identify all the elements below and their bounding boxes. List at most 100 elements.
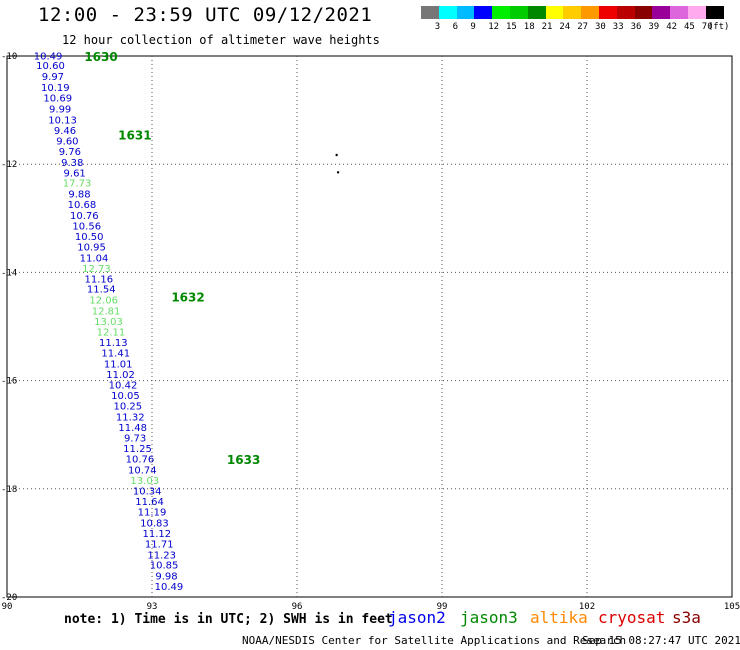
swh-observation-label: 9.97 bbox=[42, 72, 64, 83]
colorbar-label: 70 bbox=[701, 22, 713, 32]
colorbar-label: 45 bbox=[684, 22, 695, 32]
pass-id-label: 1632 bbox=[171, 291, 204, 305]
pass-id-label: 1630 bbox=[84, 50, 117, 64]
satellite-legend-s3a: s3a bbox=[672, 608, 701, 627]
swh-observation-label: 12.11 bbox=[97, 327, 126, 338]
island-mark bbox=[335, 153, 338, 157]
swh-observation-label: 10.49 bbox=[34, 51, 63, 62]
x-tick-label: 99 bbox=[437, 602, 448, 612]
swh-observation-label: 10.19 bbox=[41, 83, 70, 94]
swh-observation-label: 9.76 bbox=[59, 147, 81, 158]
swh-observation-label: 9.99 bbox=[49, 104, 71, 115]
x-tick-label: 90 bbox=[2, 602, 13, 612]
swh-observation-label: 11.23 bbox=[147, 550, 176, 561]
satellite-legend-jason3: jason3 bbox=[460, 608, 518, 627]
swh-observation-label: 11.48 bbox=[118, 423, 147, 434]
y-tick-label: -16 bbox=[1, 377, 17, 387]
colorbar-label: 27 bbox=[577, 22, 589, 32]
swh-observation-label: 12.06 bbox=[89, 295, 118, 306]
pass-id-label: 1633 bbox=[227, 453, 260, 467]
colorbar-swatch bbox=[510, 6, 528, 19]
swh-observation-label: 13.03 bbox=[130, 476, 159, 487]
swh-observation-label: 9.46 bbox=[54, 126, 76, 137]
swh-observation-label: 10.74 bbox=[128, 465, 157, 476]
colorbar-swatch bbox=[527, 6, 546, 19]
swh-observation-label: 11.01 bbox=[104, 359, 133, 370]
swh-observation-label: 9.61 bbox=[64, 168, 86, 179]
swh-observation-label: 11.71 bbox=[145, 539, 174, 550]
satellite-legend-cryosat: cryosat bbox=[598, 608, 666, 627]
swh-observation-label: 10.50 bbox=[75, 232, 104, 243]
colorbar-swatch bbox=[705, 6, 724, 19]
map-title: 12:00 - 23:59 UTC 09/12/2021 bbox=[38, 4, 373, 26]
colorbar-label: 21 bbox=[541, 22, 553, 32]
colorbar-swatch bbox=[670, 6, 688, 19]
swh-observation-label: 10.83 bbox=[140, 518, 169, 529]
swh-observation-label: 10.56 bbox=[72, 221, 101, 232]
y-tick-label: -14 bbox=[1, 268, 17, 278]
colorbar-swatch bbox=[421, 6, 439, 19]
colorbar-label: 36 bbox=[630, 22, 642, 32]
y-tick-label: -20 bbox=[1, 593, 17, 603]
swh-observation-label: 10.49 bbox=[155, 582, 184, 593]
colorbar-label: 30 bbox=[595, 22, 606, 32]
swh-observation-label: 10.69 bbox=[43, 94, 72, 105]
swh-observation-label: 9.60 bbox=[56, 136, 78, 147]
swh-observation-label: 10.60 bbox=[36, 61, 65, 72]
colorbar-label: 24 bbox=[559, 22, 571, 32]
colorbar-label: 18 bbox=[523, 22, 535, 32]
swh-observation-label: 10.25 bbox=[114, 401, 143, 412]
map-subtitle: 12 hour collection of altimeter wave hei… bbox=[62, 33, 380, 47]
colorbar-swatch bbox=[616, 6, 635, 19]
swh-observation-label: 11.13 bbox=[99, 338, 128, 349]
swh-observation-label: 11.19 bbox=[138, 508, 167, 519]
swh-observation-label: 10.76 bbox=[126, 455, 155, 466]
swh-observation-label: 9.98 bbox=[155, 571, 177, 582]
colorbar-label: 39 bbox=[648, 22, 660, 32]
colorbar-label: 33 bbox=[612, 22, 624, 32]
colorbar-label: 42 bbox=[666, 22, 678, 32]
colorbar-swatch bbox=[456, 6, 475, 19]
x-tick-label: 105 bbox=[724, 602, 740, 612]
colorbar-unit: (ft) bbox=[707, 22, 730, 32]
swh-observation-label: 10.13 bbox=[48, 115, 77, 126]
swh-observation-label: 11.25 bbox=[123, 444, 152, 455]
swh-observation-label: 12.73 bbox=[82, 264, 111, 275]
colorbar-swatch bbox=[492, 6, 510, 19]
island-mark bbox=[336, 171, 340, 174]
satellite-legend-altika: altika bbox=[530, 608, 588, 627]
colorbar-label: 6 bbox=[452, 22, 459, 32]
swh-observation-label: 9.88 bbox=[68, 189, 90, 200]
satellite-legend-jason2: jason2 bbox=[388, 608, 446, 627]
x-tick-label: 96 bbox=[292, 602, 303, 612]
colorbar-swatch bbox=[474, 6, 493, 19]
colorbar-swatch bbox=[652, 6, 671, 19]
swh-observation-label: 10.05 bbox=[111, 391, 140, 402]
swh-observation-label: 11.04 bbox=[80, 253, 109, 264]
colorbar-label: 15 bbox=[506, 22, 517, 32]
swh-observation-label: 9.73 bbox=[124, 433, 146, 444]
x-tick-label: 93 bbox=[147, 602, 158, 612]
y-tick-label: -12 bbox=[1, 160, 17, 170]
swh-observation-label: 10.95 bbox=[77, 242, 106, 253]
swh-observation-label: 11.64 bbox=[135, 497, 164, 508]
colorbar-swatch bbox=[438, 6, 457, 19]
colorbar-swatch bbox=[599, 6, 617, 19]
swh-observation-label: 13.03 bbox=[94, 317, 123, 328]
y-tick-label: -18 bbox=[1, 485, 17, 495]
credit-text: NOAA/NESDIS Center for Satellite Applica… bbox=[242, 634, 627, 647]
swh-observation-label: 12.81 bbox=[92, 306, 121, 317]
pass-id-label: 1631 bbox=[118, 128, 151, 142]
footer-note: note: 1) Time is in UTC; 2) SWH is in fe… bbox=[64, 612, 393, 627]
generated-timestamp: Sep 15 08:27:47 UTC 2021 bbox=[582, 634, 740, 647]
colorbar-swatch bbox=[688, 6, 706, 19]
swh-observation-label: 11.32 bbox=[116, 412, 145, 423]
swh-observation-label: 10.42 bbox=[109, 380, 138, 391]
map-frame bbox=[6, 55, 733, 598]
swh-observation-label: 10.76 bbox=[70, 211, 99, 222]
swh-observation-label: 11.12 bbox=[143, 529, 172, 540]
swh-observation-label: 17.73 bbox=[63, 179, 92, 190]
y-tick-label: -10 bbox=[1, 52, 17, 62]
swh-observation-label: 9.38 bbox=[61, 158, 83, 169]
